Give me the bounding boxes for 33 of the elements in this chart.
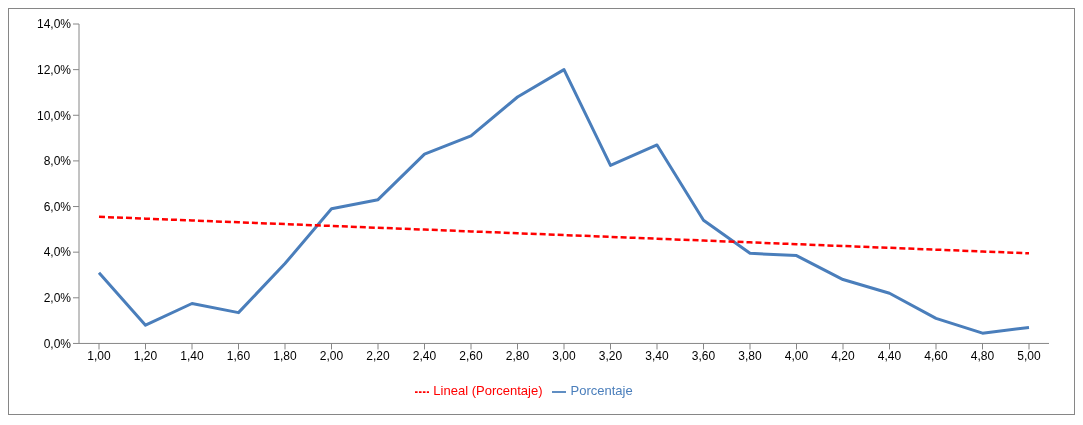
y-tick-label: 6,0% bbox=[43, 199, 72, 214]
x-tick-label: 4,80 bbox=[970, 348, 995, 363]
x-tick-label: 3,20 bbox=[598, 348, 623, 363]
y-tick-label: 10,0% bbox=[36, 108, 72, 123]
y-tick-label: 2,0% bbox=[43, 291, 72, 306]
x-tick-label: 4,20 bbox=[831, 348, 855, 363]
legend-label: Porcentaje bbox=[570, 383, 633, 399]
x-tick-label: 2,80 bbox=[505, 348, 530, 363]
line-series bbox=[97, 68, 1031, 335]
x-tick-label: 4,40 bbox=[877, 348, 902, 363]
x-tick-label: 3,00 bbox=[552, 348, 576, 363]
x-tick-label: 1,00 bbox=[87, 348, 111, 363]
x-tick-label: 4,60 bbox=[924, 348, 948, 363]
x-tick-label: 1,20 bbox=[133, 348, 158, 363]
x-tick-label: 2,60 bbox=[459, 348, 483, 363]
y-tick-label: 8,0% bbox=[43, 154, 72, 169]
y-tick-label: 14,0% bbox=[36, 17, 72, 32]
x-tick-label: 1,60 bbox=[226, 348, 251, 363]
x-tick-label: 4,00 bbox=[784, 348, 809, 363]
x-tick-label: 1,80 bbox=[273, 348, 297, 363]
x-tick-label: 1,40 bbox=[180, 348, 204, 363]
x-tick-label: 3,80 bbox=[738, 348, 762, 363]
x-tick-label: 5,00 bbox=[1017, 348, 1041, 363]
x-tick-label: 2,40 bbox=[412, 348, 437, 363]
y-tick-label: 12,0% bbox=[36, 62, 72, 77]
x-tick-label: 2,20 bbox=[366, 348, 390, 363]
y-tick-label: 4,0% bbox=[43, 245, 72, 260]
x-tick-label: 3,40 bbox=[645, 348, 669, 363]
y-tick-label: 0,0% bbox=[43, 336, 72, 351]
x-tick-label: 3,60 bbox=[691, 348, 716, 363]
line-series bbox=[97, 215, 1031, 255]
legend-label: Lineal (Porcentaje) bbox=[433, 383, 543, 399]
x-tick-label: 2,00 bbox=[319, 348, 344, 363]
